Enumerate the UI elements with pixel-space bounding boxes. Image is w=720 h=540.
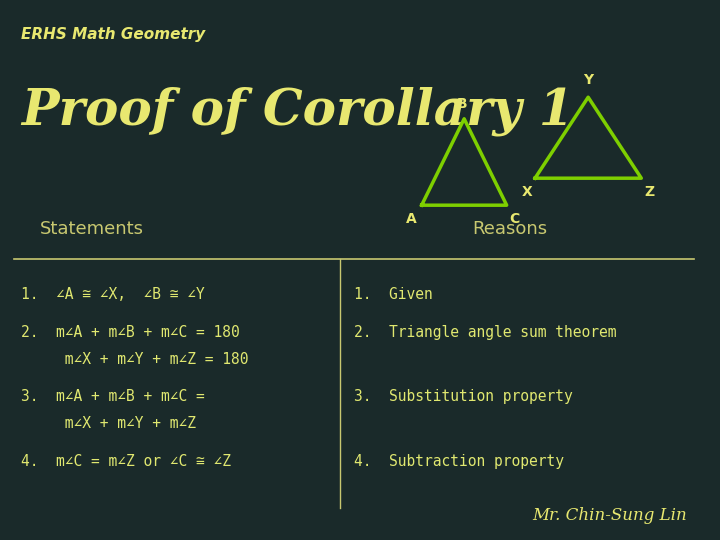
Text: Z: Z: [645, 185, 655, 199]
Text: m∠X + m∠Y + m∠Z = 180: m∠X + m∠Y + m∠Z = 180: [22, 352, 248, 367]
Text: Mr. Chin-Sung Lin: Mr. Chin-Sung Lin: [533, 507, 688, 524]
Text: 4.  Subtraction property: 4. Subtraction property: [354, 454, 564, 469]
Text: 2.  m∠A + m∠B + m∠C = 180: 2. m∠A + m∠B + m∠C = 180: [22, 325, 240, 340]
Text: 1.  ∠A ≅ ∠X,  ∠B ≅ ∠Y: 1. ∠A ≅ ∠X, ∠B ≅ ∠Y: [22, 287, 205, 302]
Text: Statements: Statements: [40, 220, 144, 238]
Text: Y: Y: [583, 73, 593, 87]
Text: ERHS Math Geometry: ERHS Math Geometry: [22, 27, 205, 42]
Text: X: X: [522, 185, 533, 199]
Text: 3.  Substitution property: 3. Substitution property: [354, 389, 573, 404]
Text: 2.  Triangle angle sum theorem: 2. Triangle angle sum theorem: [354, 325, 617, 340]
Text: 1.  Given: 1. Given: [354, 287, 433, 302]
Text: C: C: [509, 212, 519, 226]
Text: B: B: [456, 97, 467, 111]
Text: 4.  m∠C = m∠Z or ∠C ≅ ∠Z: 4. m∠C = m∠Z or ∠C ≅ ∠Z: [22, 454, 231, 469]
Text: 3.  m∠A + m∠B + m∠C =: 3. m∠A + m∠B + m∠C =: [22, 389, 205, 404]
Text: m∠X + m∠Y + m∠Z: m∠X + m∠Y + m∠Z: [22, 416, 197, 431]
Text: A: A: [406, 212, 417, 226]
Text: Proof of Corollary 1: Proof of Corollary 1: [22, 86, 574, 136]
Text: Reasons: Reasons: [472, 220, 548, 238]
